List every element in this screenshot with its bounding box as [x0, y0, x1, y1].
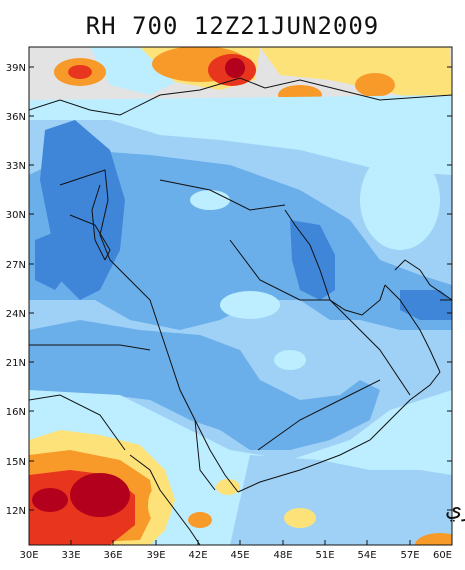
lat-label-21n: 21N	[6, 358, 26, 369]
watermark-text: شبكة البراري	[445, 497, 465, 522]
lon-axis: 30E 33E 36E 39E 42E 45E 48E 51E 54E 57E …	[19, 540, 453, 561]
lat-label-36n: 36N	[6, 112, 26, 123]
lat-label-16n: 16N	[6, 407, 26, 418]
lon-label-54e: 54E	[357, 550, 376, 561]
lat-axis: 39N 36N 33N 30N 27N 24N 21N 16N 15N 12N	[6, 63, 452, 517]
lon-label-51e: 51E	[315, 550, 334, 561]
map-title: RH 700 12Z21JUN2009	[85, 12, 380, 40]
lon-label-60e: 60E	[433, 550, 452, 561]
lat-label-27n: 27N	[6, 260, 26, 271]
lon-label-57e: 57E	[400, 550, 419, 561]
lat-label-24n: 24N	[6, 309, 26, 320]
lat-label-33n: 33N	[6, 161, 26, 172]
lat-label-39n: 39N	[6, 63, 26, 74]
lon-label-48e: 48E	[273, 550, 292, 561]
rh-field	[29, 47, 452, 545]
coastlines	[29, 77, 452, 545]
lon-label-39e: 39E	[146, 550, 165, 561]
lat-label-12n: 12N	[6, 506, 26, 517]
lon-label-30e: 30E	[19, 550, 38, 561]
lon-label-33e: 33E	[61, 550, 80, 561]
lat-label-30n: 30N	[6, 210, 26, 221]
lon-label-36e: 36E	[103, 550, 122, 561]
lon-label-45e: 45E	[230, 550, 249, 561]
lat-label-15n: 15N	[6, 457, 26, 468]
lon-label-42e: 42E	[188, 550, 207, 561]
